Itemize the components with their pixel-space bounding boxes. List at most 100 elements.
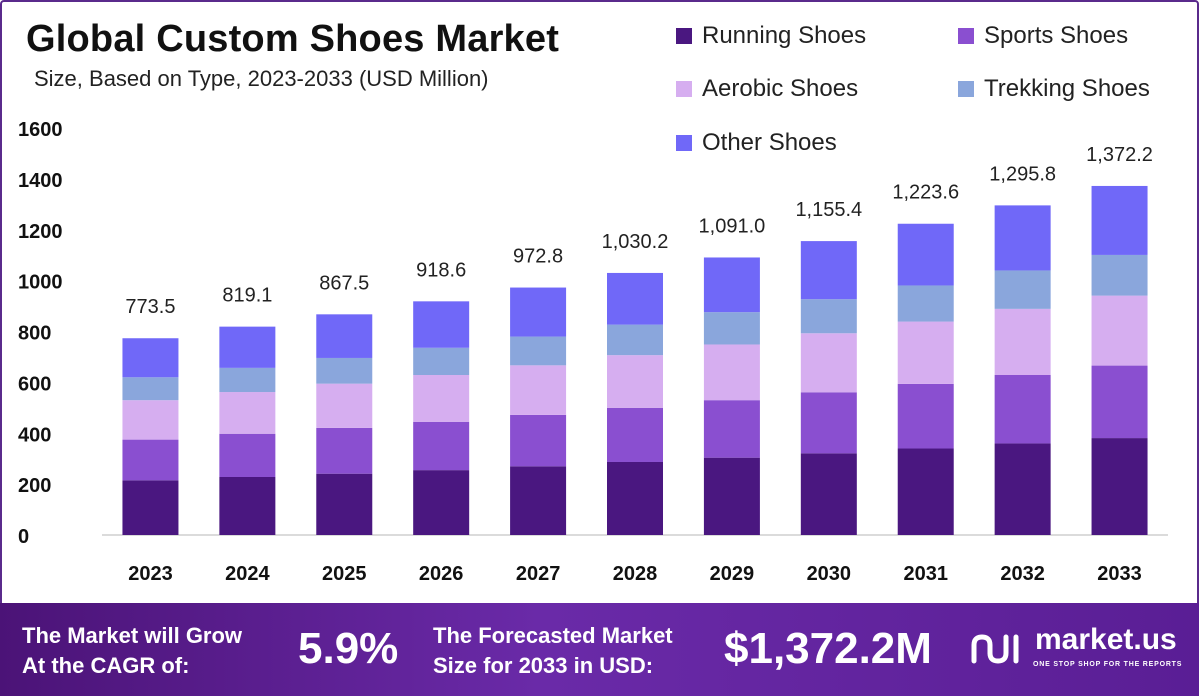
legend-label: Aerobic Shoes xyxy=(702,75,859,102)
legend-item-running-shoes: Running Shoes xyxy=(676,22,866,50)
x-tick-label-2033: 2033 xyxy=(1097,563,1142,585)
cagr-label: The Market will Grow At the CAGR of: xyxy=(22,621,242,681)
x-tick-label-2024: 2024 xyxy=(225,563,270,585)
legend-item-aerobic-shoes: Aerobic Shoes xyxy=(676,75,858,103)
bar-segment-aerobic-shoes-2029 xyxy=(703,344,760,401)
brand-name: market.us xyxy=(1035,623,1177,656)
bar-segment-other-shoes-2026 xyxy=(413,301,470,348)
x-tick-label-2026: 2026 xyxy=(419,563,464,585)
x-tick-label-2027: 2027 xyxy=(516,563,561,585)
bar-segment-aerobic-shoes-2031 xyxy=(897,321,954,384)
bar-segment-sports-shoes-2024 xyxy=(219,433,276,478)
cagr-label-line1: The Market will Grow xyxy=(22,623,243,648)
y-tick-label: 400 xyxy=(18,424,51,446)
bar-segment-sports-shoes-2023 xyxy=(122,439,179,481)
bar-segment-trekking-shoes-2027 xyxy=(510,336,567,366)
bar-segment-aerobic-shoes-2033 xyxy=(1091,295,1148,366)
bar-segment-trekking-shoes-2030 xyxy=(800,299,857,334)
bar-segment-trekking-shoes-2033 xyxy=(1091,254,1148,296)
y-tick-label: 1400 xyxy=(18,170,63,192)
bar-segment-running-shoes-2031 xyxy=(897,448,954,535)
legend-swatch xyxy=(958,81,974,97)
bar-segment-sports-shoes-2027 xyxy=(510,414,567,467)
brand-tagline: ONE STOP SHOP FOR THE REPORTS xyxy=(1033,661,1183,668)
bar-segment-sports-shoes-2029 xyxy=(703,400,760,458)
bar-segment-running-shoes-2029 xyxy=(703,457,760,535)
bar-segment-sports-shoes-2025 xyxy=(316,427,373,474)
y-tick-label: 0 xyxy=(18,526,29,548)
bar-segment-aerobic-shoes-2026 xyxy=(413,374,470,422)
data-label-total-2023: 773.5 xyxy=(125,296,175,318)
x-tick-label-2025: 2025 xyxy=(322,563,367,585)
bar-segment-aerobic-shoes-2024 xyxy=(219,392,276,434)
bar-segment-running-shoes-2028 xyxy=(607,461,663,535)
bar-segment-sports-shoes-2032 xyxy=(994,374,1051,444)
bar-segment-sports-shoes-2030 xyxy=(800,392,857,454)
bar-segment-other-shoes-2032 xyxy=(994,205,1051,271)
bar-segment-trekking-shoes-2032 xyxy=(994,270,1051,309)
bar-segment-other-shoes-2024 xyxy=(219,326,276,368)
x-tick-label-2030: 2030 xyxy=(807,563,852,585)
bar-segment-trekking-shoes-2023 xyxy=(122,377,179,401)
bar-segment-aerobic-shoes-2027 xyxy=(510,365,567,415)
bar-segment-sports-shoes-2026 xyxy=(413,421,470,471)
y-tick-label: 600 xyxy=(18,373,51,395)
bar-segment-other-shoes-2023 xyxy=(122,338,179,378)
data-label-total-2030: 1,155.4 xyxy=(795,199,862,221)
bar-segment-trekking-shoes-2025 xyxy=(316,357,373,384)
legend-label: Sports Shoes xyxy=(984,22,1129,49)
x-tick-label-2028: 2028 xyxy=(613,563,658,585)
forecast-value: $1,372.2M xyxy=(724,624,932,673)
data-label-total-2029: 1,091.0 xyxy=(699,215,766,237)
x-tick-label-2031: 2031 xyxy=(903,563,948,585)
bar-segment-running-shoes-2026 xyxy=(413,470,470,535)
bar-segment-trekking-shoes-2024 xyxy=(219,367,276,393)
bar-segment-sports-shoes-2028 xyxy=(607,407,663,462)
data-label-total-2025: 867.5 xyxy=(319,272,369,294)
cagr-value: 5.9% xyxy=(298,624,399,673)
bar-segment-aerobic-shoes-2025 xyxy=(316,383,373,428)
legend-item-other-shoes: Other Shoes xyxy=(676,129,837,157)
bar-segment-trekking-shoes-2031 xyxy=(897,285,954,322)
stacked-bar-chart: 0 200 400 600 800 1000 1200 1400 1600 773.5 2023 81… xyxy=(18,119,1168,585)
y-tick-label: 200 xyxy=(18,475,51,497)
bar-segment-running-shoes-2023 xyxy=(122,480,179,535)
data-label-total-2026: 918.6 xyxy=(416,259,466,281)
footer-banner: The Market will Grow At the CAGR of: 5.9… xyxy=(0,603,1199,696)
x-tick-label-2023: 2023 xyxy=(128,563,173,585)
forecast-label-line2: Size for 2033 in USD: xyxy=(433,653,654,678)
y-tick-label: 1200 xyxy=(18,221,63,243)
bar-segment-aerobic-shoes-2032 xyxy=(994,308,1051,375)
data-label-total-2031: 1,223.6 xyxy=(892,182,959,204)
data-label-total-2024: 819.1 xyxy=(222,285,272,307)
bar-segment-other-shoes-2031 xyxy=(897,223,954,286)
bar-segment-running-shoes-2025 xyxy=(316,473,373,535)
legend-label: Running Shoes xyxy=(702,22,867,49)
bar-segment-aerobic-shoes-2023 xyxy=(122,400,179,440)
bar-segment-other-shoes-2025 xyxy=(316,314,373,358)
bar-segment-running-shoes-2027 xyxy=(510,466,567,535)
legend-swatch xyxy=(676,28,692,44)
bar-segment-other-shoes-2029 xyxy=(703,257,760,313)
bar-segment-running-shoes-2032 xyxy=(994,443,1051,535)
bar-segment-other-shoes-2030 xyxy=(800,241,857,300)
bar-segment-sports-shoes-2033 xyxy=(1091,365,1148,439)
market-us-logo-icon xyxy=(971,634,1019,664)
y-tick-label: 800 xyxy=(18,323,51,345)
forecast-label-line1: The Forecasted Market xyxy=(433,623,673,648)
legend-swatch xyxy=(676,81,692,97)
bar-segment-trekking-shoes-2026 xyxy=(413,347,470,375)
legend-label: Trekking Shoes xyxy=(984,75,1150,102)
bar-segment-aerobic-shoes-2030 xyxy=(800,333,857,393)
legend-item-sports-shoes: Sports Shoes xyxy=(958,22,1128,50)
cagr-label-line2: At the CAGR of: xyxy=(22,653,190,678)
forecast-label: The Forecasted Market Size for 2033 in U… xyxy=(433,621,673,681)
data-label-total-2027: 972.8 xyxy=(513,246,563,268)
bar-segment-sports-shoes-2031 xyxy=(897,383,954,449)
bar-segment-trekking-shoes-2029 xyxy=(703,312,760,345)
bar-segment-aerobic-shoes-2028 xyxy=(607,355,663,408)
y-tick-label: 1600 xyxy=(18,119,63,141)
legend-swatch xyxy=(676,135,692,151)
chart-title: Global Custom Shoes Market xyxy=(26,18,560,60)
chart-subtitle: Size, Based on Type, 2023-2033 (USD Mill… xyxy=(34,66,489,91)
